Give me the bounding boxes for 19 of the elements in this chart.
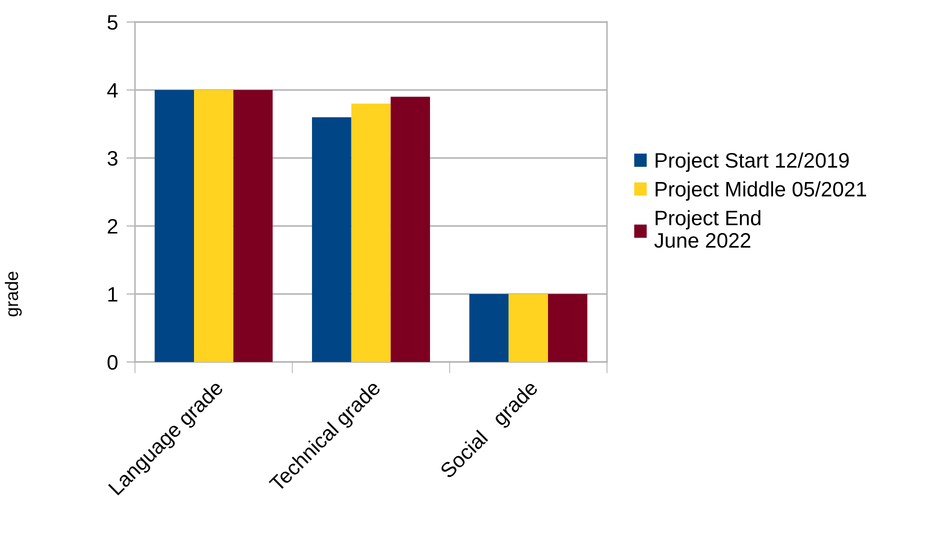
bar: [390, 96, 430, 362]
y-tick-label: 4: [107, 83, 118, 98]
bar: [469, 294, 509, 362]
bar: [154, 90, 194, 362]
y-tick-label: 1: [108, 287, 118, 302]
legend-label: Project Start 12/2019: [656, 152, 849, 172]
y-tick-label: 0: [108, 355, 118, 370]
bar: [351, 104, 391, 362]
legend-label: Project End June 2022: [654, 210, 760, 248]
y-tick-label: 2: [108, 219, 118, 234]
y-tick-label: 5: [108, 15, 118, 30]
y-tick-label: 3: [108, 151, 118, 166]
legend-label: Project Middle 05/2021: [656, 181, 866, 201]
bar: [233, 90, 273, 362]
bar: [548, 294, 588, 362]
bar: [194, 90, 234, 362]
bar: [508, 294, 548, 362]
y-axis-title: grade: [4, 272, 22, 316]
bar: [312, 117, 352, 362]
